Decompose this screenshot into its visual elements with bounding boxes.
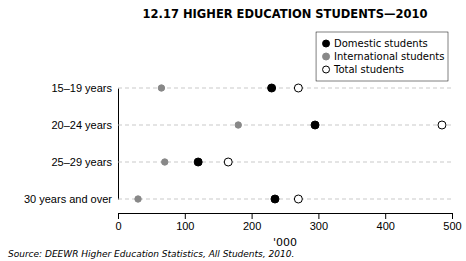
dot [235,122,241,128]
legend-swatch [323,53,330,60]
legend-swatch [323,40,330,47]
x-tick-label: 500 [443,220,461,232]
dot [438,121,446,129]
y-tick-label: 25–29 years [51,156,112,168]
source: Source: DEEWR Higher Education Statistic… [8,249,294,259]
marks [118,84,452,203]
x-tick-label: 300 [310,220,328,232]
y-tick: 20–24 years [51,119,118,131]
x-tick: 400 [377,213,395,232]
y-tick: 25–29 years [51,156,118,168]
dot [294,84,302,92]
x-axis-line [119,214,453,220]
chart: 0 100 200 300 400 500 15–19 years 20–24 years 25… [0,0,466,261]
x-tick-mark [185,213,186,219]
y-tick-label: 20–24 years [51,119,112,131]
legend-item: International students [323,51,445,62]
y-tick: 15–19 years [51,82,118,94]
dot [194,158,202,166]
x-tick-mark [252,213,253,219]
y-axis: 15–19 years 20–24 years 25–29 years 30 year… [24,82,119,205]
x-tick-label: 400 [377,220,395,232]
dot [311,121,319,129]
grid-line [118,125,452,126]
x-axis-title: '000 [273,236,297,249]
x-tick-mark [452,213,453,219]
legend-item: Domestic students [323,38,428,49]
dot [294,195,302,203]
x-tick-label: 100 [176,220,194,232]
plot: 0 100 200 300 400 500 15–19 years 20–24 years 25… [24,32,462,232]
x-tick-mark [118,213,119,219]
x-tick-mark [385,213,386,219]
x-axis: 0 100 200 300 400 500 [115,213,461,232]
legend-label: Domestic students [334,38,428,49]
dot [268,84,276,92]
x-tick-label: 200 [243,220,261,232]
y-axis-line [118,89,119,200]
dot [271,195,279,203]
dot [135,196,141,202]
y-tick-label: 15–19 years [51,82,112,94]
y-tick: 30 years and over [24,193,118,205]
dot [162,159,168,165]
legend-frame [316,32,448,81]
grid-line [118,88,452,89]
grid-line [118,199,452,200]
x-tick: 300 [310,213,328,232]
legend-label: International students [334,51,444,62]
legend-swatch [323,66,330,73]
dot [158,85,164,91]
legend: Domestic students International students T… [316,32,448,81]
x-tick: 500 [443,213,461,232]
dot [224,158,232,166]
x-tick: 200 [243,213,261,232]
title: 12.17 HIGHER EDUCATION STUDENTS—2010 [143,7,428,21]
x-tick: 100 [176,213,194,232]
x-tick-mark [318,213,319,219]
x-tick: 0 [115,213,121,232]
x-tick-label: 0 [115,220,121,232]
y-tick-label: 30 years and over [24,193,112,205]
legend-label: Total students [333,64,404,75]
legend-item: Total students [323,64,404,75]
